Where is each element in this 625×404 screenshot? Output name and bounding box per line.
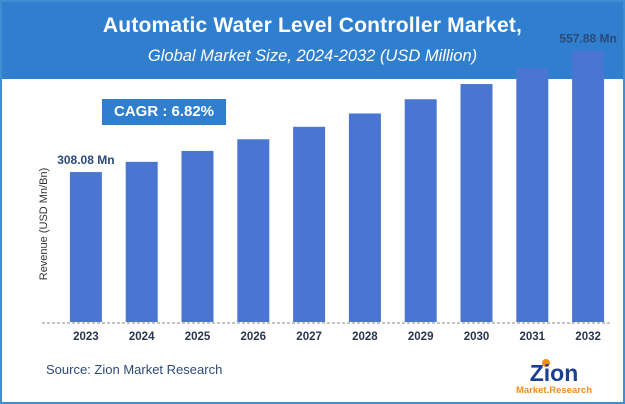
bar-2032 (572, 50, 605, 322)
x-tick-label: 2026 (241, 331, 267, 343)
x-tick-label: 2029 (408, 331, 434, 343)
chart-subtitle: Global Market Size, 2024-2032 (USD Milli… (147, 47, 478, 65)
zion-logo-icon: Zion Market.Research (516, 359, 592, 396)
x-tick-label: 2025 (185, 331, 211, 343)
bar-2031 (516, 67, 549, 322)
cagr-badge: CAGR : 6.82% (102, 99, 226, 125)
bar-2027 (293, 126, 326, 322)
bar-2030 (460, 84, 493, 322)
svg-text:Market.Research: Market.Research (516, 385, 592, 396)
x-tick-label: 2024 (129, 331, 155, 343)
x-tick-label: 2027 (296, 331, 322, 343)
svg-text:Zion: Zion (530, 360, 579, 386)
data-label: 557.88 Mn (559, 31, 616, 45)
x-tick-label: 2032 (575, 331, 601, 343)
data-label: 308.08 Mn (57, 153, 114, 167)
bar-2024 (125, 161, 158, 322)
x-tick-label: 2023 (73, 331, 99, 343)
x-tick-label: 2031 (520, 331, 546, 343)
header-banner: Automatic Water Level Controller Market,… (2, 2, 623, 79)
bar-2025 (181, 150, 214, 322)
y-axis-label: Revenue (USD Mn/Bn) (38, 168, 50, 281)
chart-title: Automatic Water Level Controller Market, (102, 14, 523, 37)
x-tick-label: 2028 (352, 331, 378, 343)
source-note: Source: Zion Market Research (46, 362, 223, 377)
bar-2023 (69, 172, 102, 322)
bar-2029 (404, 99, 437, 322)
bar-2026 (237, 139, 270, 322)
bar-2028 (348, 113, 381, 322)
x-tick-label: 2030 (464, 331, 490, 343)
